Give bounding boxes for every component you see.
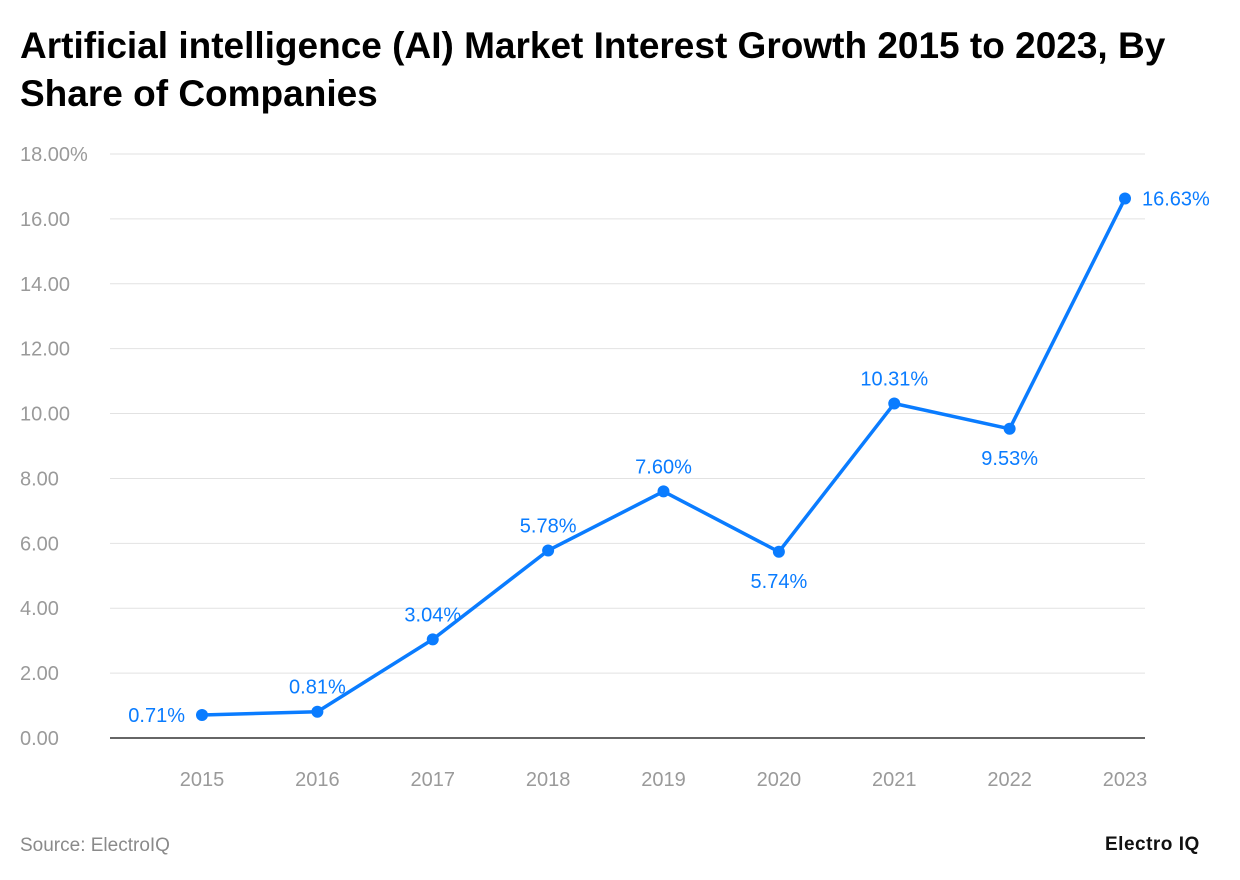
data-point xyxy=(311,705,324,718)
data-point xyxy=(1003,422,1016,435)
data-point xyxy=(196,708,208,721)
x-tick-label: 2016 xyxy=(295,769,340,791)
data-point xyxy=(888,397,901,410)
data-label: 5.74% xyxy=(751,571,808,593)
y-tick-label: 16.00 xyxy=(20,209,70,231)
x-tick-label: 2015 xyxy=(180,769,225,791)
y-tick-label: 12.00 xyxy=(20,339,70,361)
source-note: Source: ElectroIQ xyxy=(20,835,170,856)
data-label: 3.04% xyxy=(404,604,461,626)
data-point xyxy=(426,633,439,646)
y-tick-label: 4.00 xyxy=(20,598,59,620)
x-tick-label: 2021 xyxy=(872,769,917,791)
data-point xyxy=(772,545,785,558)
data-label: 0.81% xyxy=(289,677,346,699)
y-tick-label: 18.00% xyxy=(20,144,88,166)
x-tick-label: 2018 xyxy=(526,769,571,791)
data-label: 0.71% xyxy=(128,705,185,727)
x-tick-label: 2023 xyxy=(1103,769,1148,791)
x-tick-label: 2020 xyxy=(757,769,802,791)
y-tick-label: 8.00 xyxy=(20,468,59,490)
data-label: 9.53% xyxy=(981,448,1038,470)
data-label: 7.60% xyxy=(635,456,692,478)
y-tick-label: 14.00 xyxy=(20,274,70,296)
x-tick-label: 2017 xyxy=(411,769,456,791)
electroiq-logo: Electro IQ xyxy=(1105,834,1200,855)
y-tick-label: 2.00 xyxy=(20,663,59,685)
x-tick-label: 2022 xyxy=(987,769,1032,791)
y-tick-label: 10.00 xyxy=(20,404,70,426)
chart-title: Artificial intelligence (AI) Market Inte… xyxy=(20,25,1166,114)
data-label: 10.31% xyxy=(860,368,928,390)
x-tick-label: 2019 xyxy=(641,769,686,791)
data-point xyxy=(1119,192,1131,205)
y-tick-label: 6.00 xyxy=(20,533,59,555)
y-tick-label: 0.00 xyxy=(20,728,59,750)
data-label: 5.78% xyxy=(520,515,577,537)
data-label: 16.63% xyxy=(1142,188,1210,210)
data-point xyxy=(657,485,670,498)
data-point xyxy=(542,544,555,557)
